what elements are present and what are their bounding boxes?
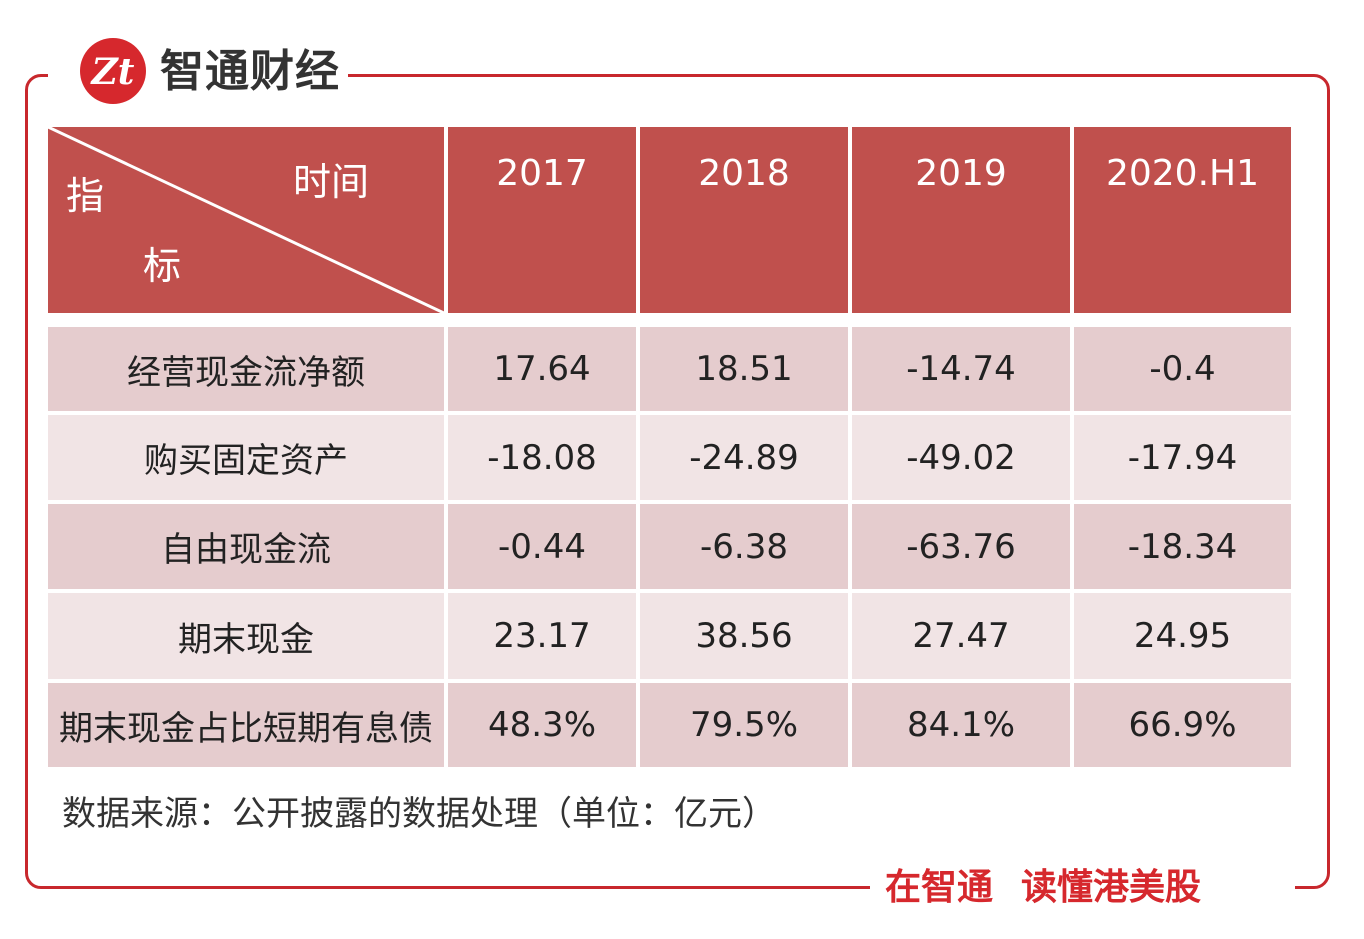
table-cell: -24.89 — [640, 415, 848, 500]
column-header: 2019 — [852, 127, 1070, 313]
table-cell: 24.95 — [1074, 593, 1291, 679]
data-source-note: 数据来源：公开披露的数据处理（单位：亿元） — [62, 794, 776, 834]
header-index-label-1: 指 — [66, 174, 105, 218]
header-time-label: 时间 — [293, 160, 370, 204]
table-cell: -18.08 — [448, 415, 636, 500]
table-cell: 38.56 — [640, 593, 848, 679]
row-label: 购买固定资产 — [48, 415, 444, 500]
svg-text:Zt: Zt — [90, 51, 135, 93]
table-cell: 79.5% — [640, 683, 848, 767]
table-cell: -49.02 — [852, 415, 1070, 500]
table-cell: 18.51 — [640, 327, 848, 411]
table-cell: 66.9% — [1074, 683, 1291, 767]
table-cell: -63.76 — [852, 504, 1070, 589]
outer-frame — [25, 74, 1330, 889]
slogan-part-a: 在智通 — [885, 867, 994, 908]
row-label: 经营现金流净额 — [48, 327, 444, 411]
diagonal-header-cell: 时间 指 标 — [48, 127, 444, 313]
table-cell: -0.44 — [448, 504, 636, 589]
table-cell: -6.38 — [640, 504, 848, 589]
row-label: 自由现金流 — [48, 504, 444, 589]
table-cell: -14.74 — [852, 327, 1070, 411]
column-header: 2018 — [640, 127, 848, 313]
table-cell: 23.17 — [448, 593, 636, 679]
slogan-part-b: 读懂港美股 — [1021, 867, 1202, 908]
zhitong-logo-icon: Zt — [80, 38, 146, 104]
header-index-label-2: 标 — [143, 244, 182, 288]
table-cell: -18.34 — [1074, 504, 1291, 589]
table-cell: 27.47 — [852, 593, 1070, 679]
slogan: 在智通 读懂港美股 — [885, 864, 1201, 912]
row-label: 期末现金 — [48, 593, 444, 679]
row-label: 期末现金占比短期有息债 — [48, 683, 444, 767]
brand-name: 智通财经 — [160, 46, 340, 97]
column-header: 2020.H1 — [1074, 127, 1291, 313]
table-cell: -0.4 — [1074, 327, 1291, 411]
table-cell: 48.3% — [448, 683, 636, 767]
table-cell: -17.94 — [1074, 415, 1291, 500]
slogan-area — [870, 860, 1295, 918]
table-cell: 17.64 — [448, 327, 636, 411]
table-cell: 84.1% — [852, 683, 1070, 767]
column-header: 2017 — [448, 127, 636, 313]
